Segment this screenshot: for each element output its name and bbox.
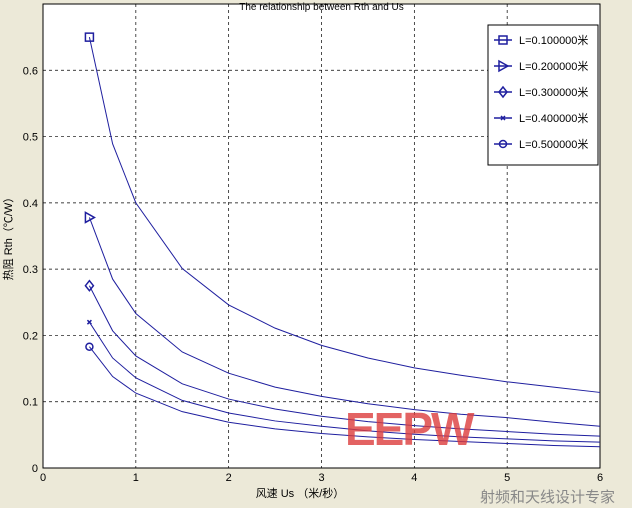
watermark-logo: EEPW xyxy=(345,403,474,455)
series-line-1 xyxy=(88,37,601,393)
y-tick-label: 0.2 xyxy=(23,330,38,342)
legend-entry: L=0.400000米 xyxy=(519,112,588,125)
y-axis-label: 热阻 Rth（℃/W） xyxy=(2,192,15,281)
x-tick-label: 0 xyxy=(40,472,46,484)
series-line-5 xyxy=(89,346,601,448)
legend-marker xyxy=(498,85,508,99)
series-line-4 xyxy=(88,321,601,443)
chart-title: The relationship between Rth and Us xyxy=(239,2,404,13)
x-tick-label: 4 xyxy=(411,472,417,484)
y-tick-label: 0.6 xyxy=(23,65,38,77)
y-tick-label: 0 xyxy=(32,463,38,475)
x-tick-label: 2 xyxy=(226,472,232,484)
legend-marker xyxy=(500,115,506,121)
series-marker-3 xyxy=(84,279,95,292)
y-tick-label: 0.5 xyxy=(23,132,38,144)
series-line-3 xyxy=(88,285,601,437)
legend-entry: L=0.100000米 xyxy=(519,34,588,47)
y-tick-label: 0.1 xyxy=(23,397,38,409)
series-line-2 xyxy=(88,217,601,427)
legend-marker xyxy=(498,59,510,73)
x-tick-label: 1 xyxy=(133,472,139,484)
series-marker-5 xyxy=(85,342,94,351)
x-tick-label: 3 xyxy=(318,472,324,484)
x-tick-label: 5 xyxy=(504,472,510,484)
legend-entry: L=0.300000米 xyxy=(519,86,588,99)
legend-entry: L=0.500000米 xyxy=(519,138,588,151)
watermark-subtitle: 射频和天线设计专家 xyxy=(480,489,616,506)
legend-marker xyxy=(498,35,508,45)
x-axis-label: 风速 Us （米/秒） xyxy=(256,486,345,500)
series-marker-4 xyxy=(86,319,92,325)
x-tick-label: 6 xyxy=(597,472,603,484)
y-tick-label: 0.3 xyxy=(23,264,38,276)
legend-entry: L=0.200000米 xyxy=(519,60,588,73)
series-marker-1 xyxy=(84,32,95,42)
legend-marker xyxy=(498,139,508,149)
y-tick-label: 0.4 xyxy=(23,198,38,210)
series-marker-2 xyxy=(84,211,96,224)
